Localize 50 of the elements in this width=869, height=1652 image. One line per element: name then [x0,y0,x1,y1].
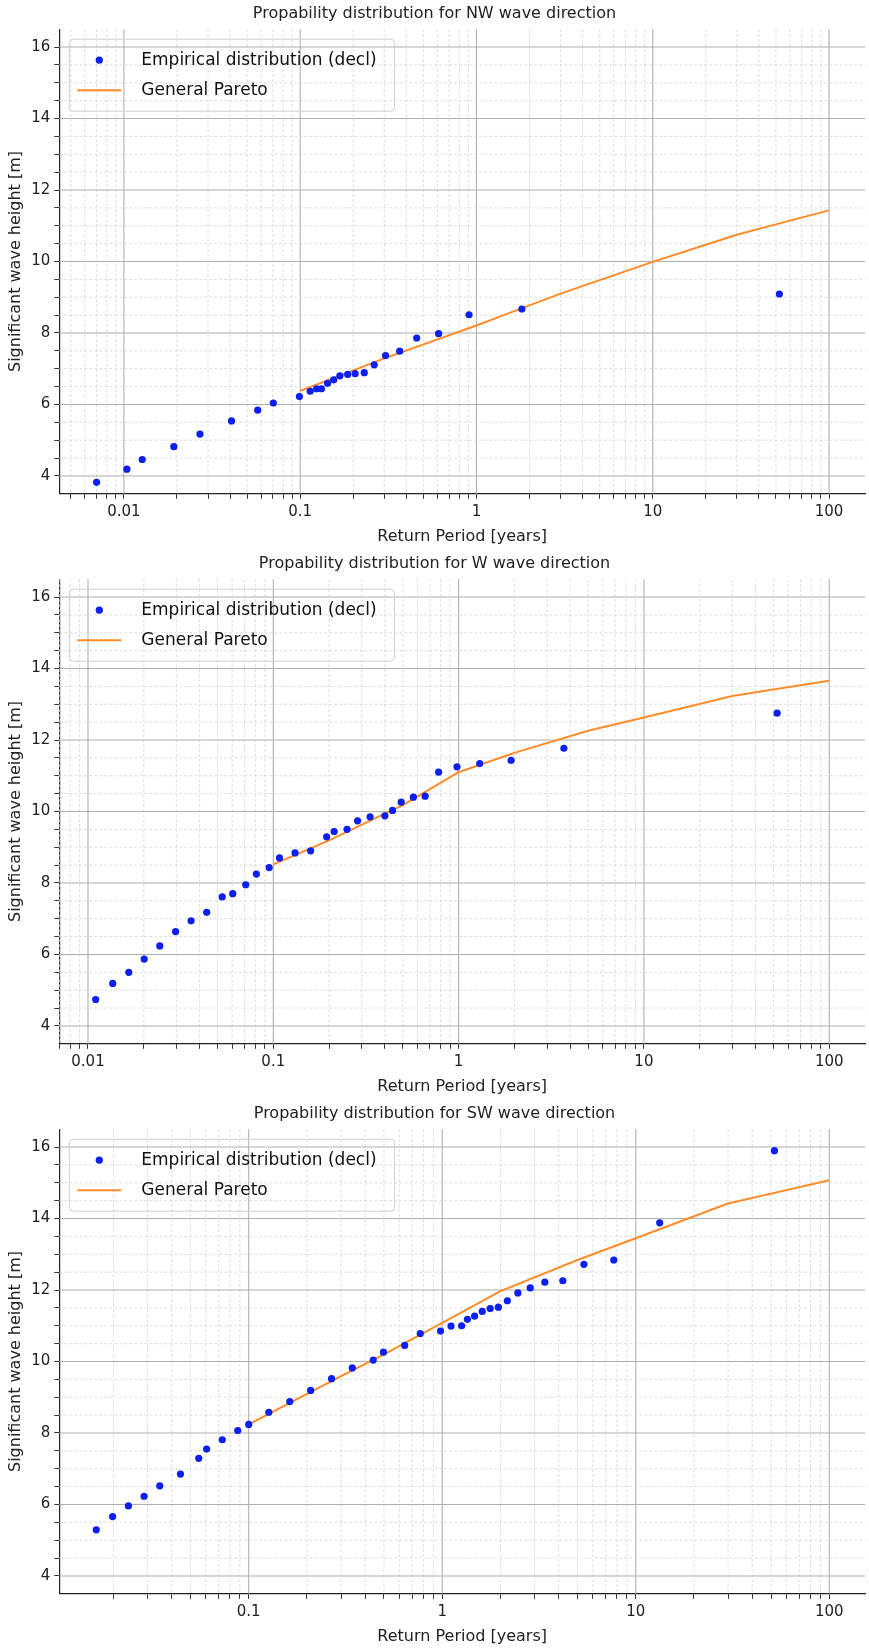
chart-title: Propability distribution for SW wave direction [253,1102,616,1122]
y-tick-label: 14 [31,1208,51,1227]
x-tick-label: 100 [814,501,844,520]
y-tick-label: 4 [40,1015,51,1034]
x-axis-title: Return Period [years] [377,1625,547,1645]
x-tick-label: 100 [814,1601,844,1620]
legend-label: Empirical distribution (decl) [141,598,377,619]
x-axis-title: Return Period [years] [377,1075,547,1095]
x-tick-label: 10 [643,501,663,520]
y-tick-label: 16 [31,586,51,605]
y-tick-label: 16 [31,1136,51,1155]
y-tick-label: 14 [31,108,51,127]
y-tick-label: 16 [31,36,51,55]
legend-label: General Pareto [141,78,268,99]
x-tick-label: 1 [471,501,482,520]
y-tick-label: 12 [31,729,51,748]
y-tick-label: 12 [31,179,51,198]
y-tick-label: 14 [31,658,51,677]
y-axis-title: Significant wave height [m] [4,151,24,372]
x-tick-label: 0.01 [107,501,141,520]
y-tick-label: 8 [40,322,51,341]
y-tick-label: 12 [31,1279,51,1298]
y-tick-label: 10 [31,801,51,820]
x-tick-label: 100 [814,1051,844,1070]
x-tick-label: 0.1 [236,1601,261,1620]
y-axis-title: Significant wave height [m] [4,701,24,922]
y-tick-label: 6 [40,944,51,963]
y-tick-label: 6 [40,1494,51,1513]
x-tick-label: 1 [437,1601,447,1620]
x-tick-label: 1 [453,1051,464,1070]
y-tick-label: 4 [40,465,51,484]
y-axis-title: Significant wave height [m] [4,1251,24,1472]
y-tick-label: 10 [31,1351,51,1370]
chart-title: Propability distribution for W wave direction [258,552,611,572]
legend-label: Empirical distribution (decl) [141,48,377,69]
x-tick-label: 0.1 [261,1051,286,1070]
y-tick-label: 8 [40,872,51,891]
y-tick-label: 8 [40,1422,51,1441]
x-tick-label: 10 [626,1601,646,1620]
y-tick-label: 10 [31,251,51,270]
x-tick-label: 0.01 [71,1051,105,1070]
legend-label: Empirical distribution (decl) [141,1148,377,1169]
x-axis-title: Return Period [years] [377,525,547,545]
chart-title: Propability distribution for NW wave direction [252,2,617,22]
x-tick-label: 0.1 [288,501,313,520]
legend-label: General Pareto [141,1178,268,1199]
y-tick-label: 4 [40,1565,51,1584]
x-tick-label: 10 [634,1051,654,1070]
legend-label: General Pareto [141,628,268,649]
y-tick-label: 6 [40,394,51,413]
